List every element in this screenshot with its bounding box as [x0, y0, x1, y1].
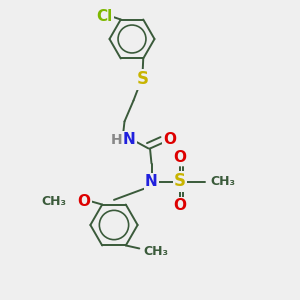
- Text: Cl: Cl: [96, 9, 112, 24]
- Text: CH₃: CH₃: [210, 175, 235, 188]
- Text: S: S: [174, 172, 186, 190]
- Text: S: S: [136, 70, 148, 88]
- Text: O: O: [173, 150, 187, 165]
- Text: O: O: [78, 194, 91, 209]
- Text: O: O: [173, 198, 187, 213]
- Text: O: O: [163, 132, 176, 147]
- Text: N: N: [145, 174, 158, 189]
- Text: N: N: [123, 132, 135, 147]
- Text: CH₃: CH₃: [144, 245, 169, 258]
- Text: H: H: [111, 133, 123, 146]
- Text: CH₃: CH₃: [41, 195, 66, 208]
